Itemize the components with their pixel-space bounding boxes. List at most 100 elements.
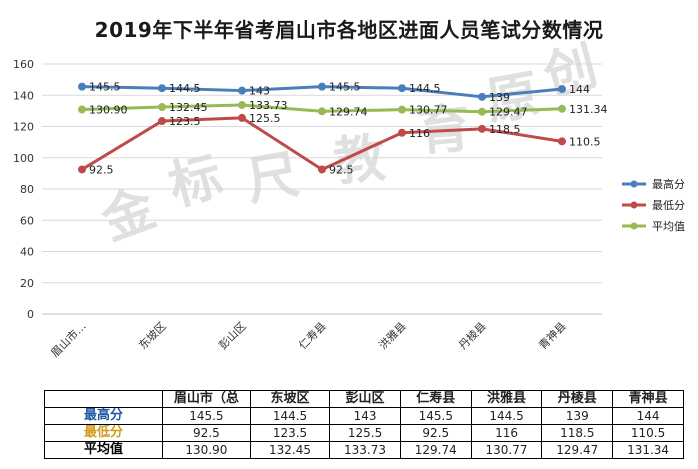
data-label-min: 92.5 bbox=[89, 163, 114, 176]
y-tick-label: 140 bbox=[13, 89, 34, 102]
table-row: 最高分 145.5 144.5 143 145.5 144.5 139 144 bbox=[44, 407, 684, 425]
data-point-avg bbox=[318, 107, 326, 116]
data-label-max: 144.5 bbox=[409, 82, 441, 95]
data-point-max bbox=[78, 82, 86, 91]
data-label-max: 139 bbox=[489, 91, 510, 104]
table-header-cell: 仁寿县 bbox=[399, 390, 472, 408]
data-labels: 145.5 144.5 143 145.5 144.5 139 144 92.5 123.5 12… bbox=[89, 81, 608, 177]
data-point-avg bbox=[238, 101, 246, 110]
data-point-avg bbox=[158, 103, 166, 112]
data-point-min bbox=[238, 113, 246, 122]
table-row-label: 最低分 bbox=[44, 424, 163, 442]
x-tick-label: 洪雅县 bbox=[376, 319, 409, 352]
table-cell: 143 bbox=[329, 407, 401, 425]
data-point-max bbox=[398, 84, 406, 93]
table-cell: 110.5 bbox=[612, 424, 684, 442]
data-label-max: 145.5 bbox=[329, 81, 361, 94]
legend-label-max: 最高分 bbox=[652, 177, 685, 191]
data-point-avg bbox=[78, 105, 86, 114]
data-point-max bbox=[558, 85, 566, 93]
data-label-min: 116 bbox=[409, 127, 430, 140]
data-label-min: 125.5 bbox=[249, 112, 281, 125]
legend-label-min: 最低分 bbox=[652, 199, 685, 212]
table-cell: 92.5 bbox=[399, 424, 472, 442]
table-header-row: 眉山市（总 东坡区 彭山区 仁寿县 洪雅县 丹棱县 青神县 bbox=[44, 390, 684, 408]
data-point-min bbox=[398, 128, 406, 137]
table-row: 平均值 130.90 132.45 133.73 129.74 130.77 1… bbox=[44, 441, 684, 459]
data-label-min: 123.5 bbox=[169, 115, 201, 128]
data-table: 眉山市（总 东坡区 彭山区 仁寿县 洪雅县 丹棱县 青神县 最高分 145.5 … bbox=[44, 390, 684, 459]
data-point-max bbox=[318, 82, 326, 91]
data-point-max bbox=[238, 86, 246, 95]
data-point-min bbox=[318, 165, 326, 174]
data-label-avg: 129.47 bbox=[489, 106, 528, 119]
x-axis: 眉山市… 东坡区 彭山区 仁寿县 洪雅县 丹棱县 青神县 bbox=[48, 319, 569, 360]
table-cell: 144 bbox=[612, 407, 684, 425]
y-tick-label: 20 bbox=[20, 277, 34, 290]
y-tick-label: 80 bbox=[20, 183, 34, 196]
table-cell: 133.73 bbox=[329, 441, 401, 459]
table-cell: 92.5 bbox=[161, 424, 251, 442]
data-point-avg bbox=[558, 104, 566, 113]
table-header-cell: 丹棱县 bbox=[541, 390, 614, 408]
table-cell: 145.5 bbox=[399, 407, 472, 425]
chart-title: 2019年下半年省考眉山市各地区进面人员笔试分数情况 bbox=[94, 18, 604, 42]
y-tick-label: 160 bbox=[13, 58, 34, 71]
table-cell: 130.90 bbox=[161, 441, 251, 459]
y-tick-label: 100 bbox=[13, 152, 34, 165]
table-cell: 144.5 bbox=[249, 407, 331, 425]
table-cell: 130.77 bbox=[470, 441, 543, 459]
data-point-max bbox=[478, 92, 486, 101]
data-point-max bbox=[158, 84, 166, 93]
x-tick-label: 丹棱县 bbox=[456, 320, 489, 353]
y-tick-label: 40 bbox=[20, 246, 34, 259]
watermark-glyph: 原 bbox=[482, 64, 544, 133]
data-label-max: 144.5 bbox=[169, 82, 201, 95]
data-point-avg bbox=[478, 107, 486, 116]
data-label-avg: 131.34 bbox=[569, 103, 608, 116]
x-tick-label: 眉山市… bbox=[48, 319, 89, 360]
table-cell: 125.5 bbox=[329, 424, 401, 442]
table-cell: 145.5 bbox=[161, 407, 251, 425]
data-label-max: 143 bbox=[249, 85, 270, 98]
data-point-min bbox=[478, 124, 486, 133]
table-header-cell: 彭山区 bbox=[329, 390, 401, 408]
data-label-min: 92.5 bbox=[329, 163, 354, 176]
data-label-max: 145.5 bbox=[89, 81, 121, 94]
y-axis: 0 20 40 60 80 100 120 140 160 bbox=[13, 58, 34, 321]
data-point-min bbox=[558, 137, 566, 146]
data-label-min: 110.5 bbox=[569, 135, 601, 148]
table-cell: 139 bbox=[541, 407, 614, 425]
legend-marker-avg bbox=[630, 222, 638, 230]
data-point-min bbox=[158, 117, 166, 126]
table-cell: 129.74 bbox=[399, 441, 472, 459]
y-tick-label: 60 bbox=[20, 214, 34, 227]
x-tick-label: 青神县 bbox=[536, 319, 569, 352]
watermark-glyph: 标 bbox=[163, 145, 229, 217]
legend-marker-min bbox=[630, 201, 638, 209]
table-row-label: 平均值 bbox=[44, 441, 163, 459]
table-header-cell: 眉山市（总 bbox=[161, 390, 251, 408]
y-tick-label: 0 bbox=[27, 308, 34, 321]
data-label-max: 144 bbox=[569, 83, 590, 96]
table-cell: 131.34 bbox=[612, 441, 684, 459]
table-row-label: 最高分 bbox=[44, 407, 163, 425]
table-row: 最低分 92.5 123.5 125.5 92.5 116 118.5 110.… bbox=[44, 424, 684, 442]
legend-label-avg: 平均值 bbox=[652, 220, 685, 233]
data-label-avg: 130.77 bbox=[409, 104, 448, 117]
table-cell: 129.47 bbox=[541, 441, 614, 459]
x-tick-label: 仁寿县 bbox=[296, 319, 329, 352]
data-label-avg: 129.74 bbox=[329, 105, 368, 118]
table-cell: 118.5 bbox=[541, 424, 614, 442]
y-tick-label: 120 bbox=[13, 121, 34, 134]
watermark-glyph: 尺 bbox=[242, 144, 304, 213]
table-cell: 116 bbox=[470, 424, 543, 442]
x-tick-label: 彭山区 bbox=[216, 319, 249, 352]
series-lines bbox=[78, 82, 566, 174]
table-cell: 132.45 bbox=[249, 441, 331, 459]
table-cell: 144.5 bbox=[470, 407, 543, 425]
table-header-cell: 洪雅县 bbox=[470, 390, 543, 408]
table-header-cell bbox=[44, 390, 163, 408]
legend-marker-max bbox=[630, 180, 638, 188]
